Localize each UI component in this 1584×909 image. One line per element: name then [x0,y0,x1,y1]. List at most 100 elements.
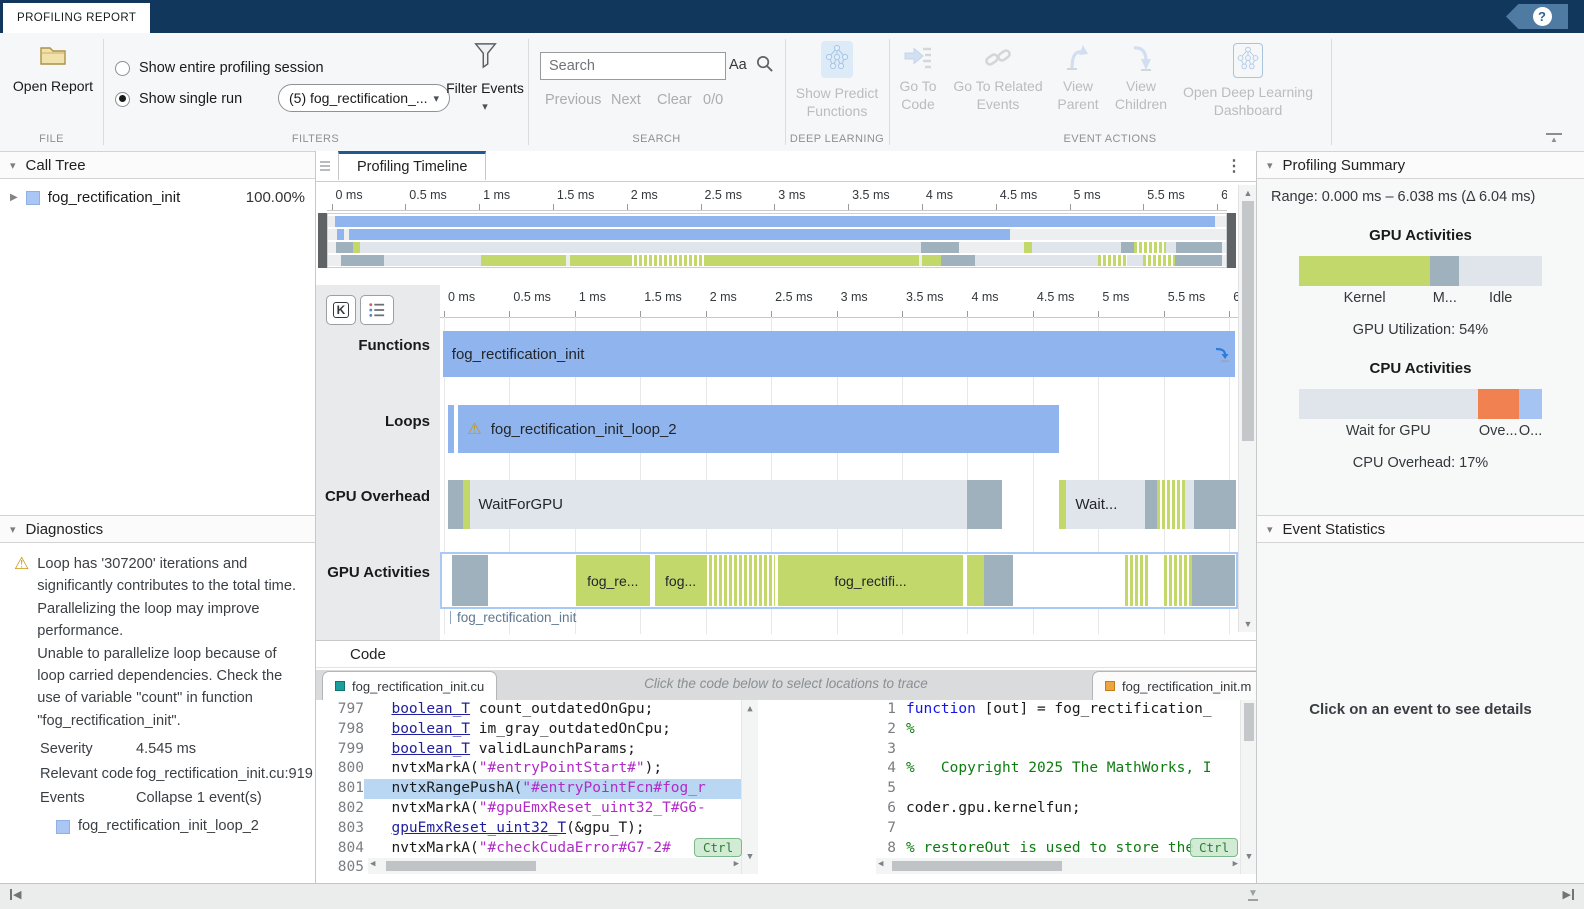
gpu-event[interactable]: fog_rectifi... [777,555,964,606]
radio-entire-session[interactable]: Show entire profiling session [115,60,324,76]
code-line[interactable]: 7 [786,819,1256,839]
cpu-event[interactable]: Wait... [1066,480,1146,529]
m-horizontal-scrollbar[interactable]: ◀ ▶ [876,858,1240,874]
tab-profiling-report[interactable]: PROFILING REPORT [3,3,151,33]
scrollbar-thumb[interactable] [1244,703,1254,741]
code-line[interactable]: 798 boolean_T im_gray_outdatedOnCpu; [316,720,757,740]
m-vertical-scrollbar[interactable]: ▼ [1240,700,1257,874]
run-select-dropdown[interactable]: (5) fog_rectification_... ▾ [278,84,450,112]
diagnostic-event-item[interactable]: fog_rectification_init_loop_2 [56,815,307,837]
legend-view-button[interactable] [360,295,394,325]
loops-event[interactable] [447,405,455,453]
scrollbar-thumb[interactable] [386,861,536,871]
call-tree-header[interactable]: ▾ Call Tree [0,151,315,179]
cpu-event[interactable]: WaitForGPU [469,480,967,529]
call-tree-row[interactable]: ▶ fog_rectification_init 100.00% [0,179,315,206]
tab-cu-file[interactable]: fog_rectification_init.cu [322,671,498,700]
code-line[interactable]: 805 [316,858,757,878]
scroll-left-icon[interactable]: ◀ [878,859,884,869]
open-report-button[interactable]: Open Report [8,43,98,95]
gpu-event[interactable] [1163,555,1192,606]
scroll-left-icon[interactable]: ◀ [370,859,376,869]
gpu-event[interactable] [451,555,488,606]
code-line[interactable]: 800 nvtxMarkA("#entryPointStart#"); [316,759,757,779]
kernel-view-button[interactable]: K [326,295,356,325]
timeline-menu-icon[interactable]: ⋮ [1226,158,1242,175]
cu-horizontal-scrollbar[interactable]: ◀ ▶ [368,858,741,874]
timeline-vertical-scrollbar[interactable]: ▲ ▼ [1238,185,1257,632]
relevant-code-link[interactable]: fog_rectification_init.cu:919 [136,765,313,782]
overview-right-handle[interactable] [1227,213,1236,268]
cu-vertical-scrollbar[interactable]: ▲ ▼ [741,700,758,874]
show-predict-functions-button[interactable]: Show Predict Functions [790,41,884,120]
gpu-event[interactable] [966,555,985,606]
scroll-right-icon[interactable]: ▶ [733,859,739,869]
profiling-summary-header[interactable]: ▾ Profiling Summary [1257,151,1584,179]
cpu-event[interactable] [1185,480,1195,529]
overview-left-handle[interactable] [318,213,327,268]
gpu-event[interactable] [708,555,776,606]
code-line[interactable]: 2% [786,720,1256,740]
search-icon[interactable] [755,54,774,78]
code-line[interactable]: 804 nvtxMarkA("#checkCudaError#G7-2# [316,839,757,859]
scroll-up-icon[interactable]: ▲ [747,704,753,714]
code-line[interactable]: 799 boolean_T validLaunchParams; [316,740,757,760]
cpu-event[interactable] [1194,480,1237,529]
collapse-left-icon[interactable]: ◀ [10,888,21,901]
match-case-button[interactable]: Aa [729,57,747,73]
scroll-up-icon[interactable]: ▲ [1243,188,1253,198]
search-clear-button[interactable]: Clear [657,92,692,108]
diagnostics-header[interactable]: ▾ Diagnostics [0,515,315,543]
code-line[interactable]: 5 [786,779,1256,799]
view-children-button[interactable]: View Children [1110,43,1172,113]
tab-m-file[interactable]: fog_rectification_init.m [1092,671,1265,700]
cpu-event[interactable] [463,480,470,529]
code-line[interactable]: 8 % restoreOut is used to store the o [786,839,1256,859]
gpu-event[interactable] [1191,555,1235,606]
code-line[interactable]: 801 nvtxRangePushA("#entryPointFcn#fog_r [316,779,757,799]
overview-track[interactable] [327,213,1227,268]
code-line[interactable]: 1 function [out] = fog_rectification_ [786,700,1256,720]
cpu-event[interactable] [447,480,464,529]
scrollbar-thumb[interactable] [1242,201,1254,441]
gpu-event[interactable] [1124,555,1150,606]
tab-profiling-timeline[interactable]: Profiling Timeline [338,151,487,180]
expand-icon[interactable]: ▶ [10,192,18,203]
scrollbar-thumb[interactable] [892,861,1062,871]
panel-grip-icon[interactable] [320,159,330,173]
search-previous-button[interactable]: Previous [545,92,602,108]
go-to-related-events-button[interactable]: Go To Related Events [950,43,1046,113]
filter-events-button[interactable]: Filter Events ▾ [444,41,526,113]
code-line[interactable]: 6 coder.gpu.kernelfun; [786,799,1256,819]
code-line[interactable]: 3 [786,740,1256,760]
gpu-event[interactable]: fog... [654,555,707,606]
go-to-code-button[interactable]: Go To Code [890,43,946,113]
loops-event[interactable]: ⚠ fog_rectification_init_loop_2 [458,405,1060,453]
collapse-right-icon[interactable]: ▶ [1563,888,1574,901]
help-button[interactable]: ? [1506,4,1568,29]
code-line[interactable]: 803 gpuEmxReset_uint32_T(&gpu_T); [316,819,757,839]
collapse-icon[interactable]: ▾ [10,523,16,536]
gpu-event[interactable]: fog_re... [575,555,650,606]
cpu-event[interactable] [1157,480,1186,529]
view-parent-button[interactable]: View Parent [1050,43,1106,113]
collapse-icon[interactable]: ▾ [10,159,16,172]
collapse-down-icon[interactable]: ▼ [1248,888,1258,901]
cpu-event[interactable] [1059,480,1067,529]
scroll-down-icon[interactable]: ▼ [747,852,753,862]
scroll-down-icon[interactable]: ▼ [1246,852,1252,862]
scroll-right-icon[interactable]: ▶ [1232,859,1238,869]
search-input[interactable] [540,52,726,80]
radio-single-run[interactable]: Show single run [115,91,242,107]
scroll-down-icon[interactable]: ▼ [1243,619,1253,629]
cpu-event[interactable] [1145,480,1158,529]
collapse-icon[interactable]: ▾ [1267,159,1273,172]
code-line[interactable]: 797 boolean_T count_outdatedOnGpu; [316,700,757,720]
collapse-ribbon-button[interactable]: ▲ [1546,133,1562,145]
open-deep-learning-dashboard-button[interactable]: Open Deep Learning Dashboard [1178,43,1318,119]
gpu-event[interactable] [984,555,1013,606]
cpu-event[interactable] [966,480,1002,529]
event-statistics-header[interactable]: ▾ Event Statistics [1257,515,1584,543]
code-line[interactable]: 4 % Copyright 2025 The MathWorks, I [786,759,1256,779]
search-next-button[interactable]: Next [611,92,641,108]
